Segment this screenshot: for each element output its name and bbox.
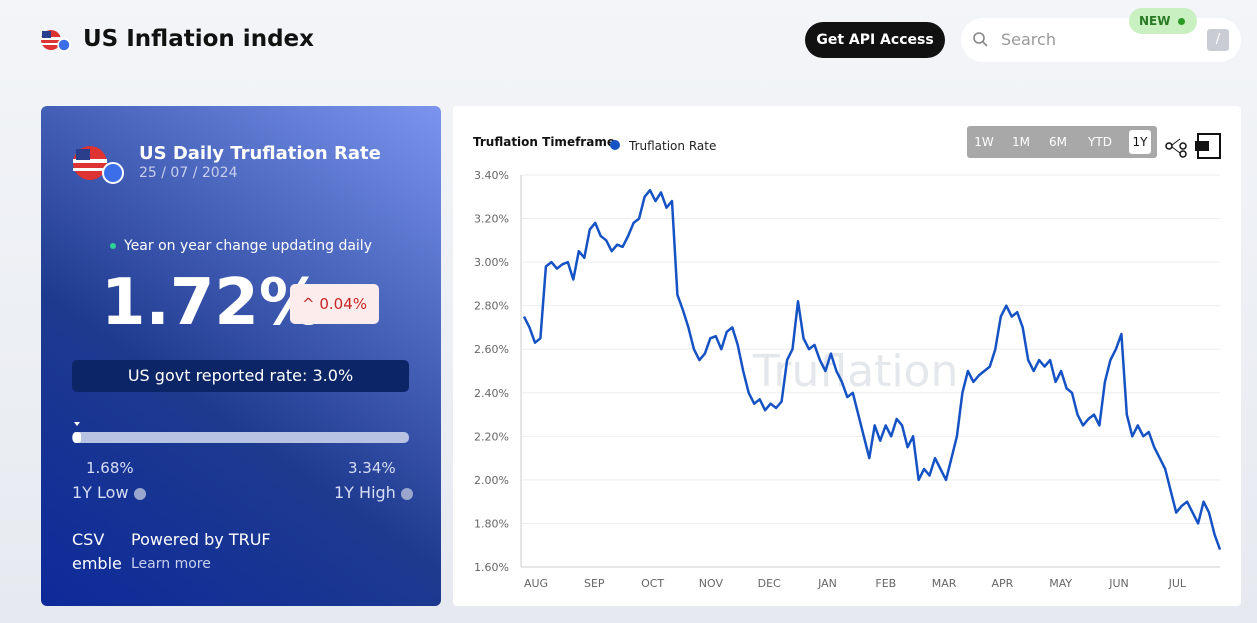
x-tick-label: JUN	[1108, 577, 1129, 590]
x-tick-label: JAN	[817, 577, 837, 590]
change-text: 0.04%	[319, 295, 367, 313]
legend-dot	[610, 140, 620, 150]
csv-icon[interactable]	[1195, 133, 1221, 159]
card-date: 25 / 07 / 2024	[139, 165, 238, 181]
change-badge: ^ 0.04%	[290, 284, 379, 324]
y-tick-label: 1.80%	[474, 517, 509, 530]
low-label-text: 1Y Low	[72, 483, 129, 502]
search-placeholder: Search	[1001, 30, 1056, 49]
new-badge: NEW	[1129, 8, 1197, 34]
x-tick-label: DEC	[758, 577, 781, 590]
status: Year on year change updating daily	[41, 238, 441, 254]
shortcut-key: /	[1207, 29, 1229, 51]
powered-by: Powered by TRUF	[131, 530, 271, 549]
timeframe-active	[1129, 130, 1151, 154]
x-tick-label: OCT	[641, 577, 664, 590]
x-tick-label: MAR	[932, 577, 957, 590]
status-text: Year on year change updating daily	[124, 238, 372, 254]
high-label: 1Y High	[334, 483, 413, 502]
legend-label: Truflation Rate	[628, 139, 716, 153]
y-tick-label: 2.20%	[474, 430, 509, 443]
high-value: 3.34%	[348, 459, 396, 477]
logo	[40, 28, 72, 52]
learn-more[interactable]: Learn more	[131, 556, 211, 572]
timeframe-button[interactable]: 1W	[974, 135, 994, 149]
api-button[interactable]: Get API Access	[805, 22, 945, 58]
low-label: 1Y Low	[72, 483, 146, 502]
x-tick-label: AUG	[524, 577, 548, 590]
share-icon[interactable]	[1165, 138, 1187, 158]
rate: 1.72%	[101, 266, 324, 340]
card-title: US Daily Truflation Rate	[139, 143, 381, 164]
search-box[interactable]: Search NEW /	[961, 8, 1241, 62]
govt-rate: US govt reported rate: 3.0%	[72, 360, 409, 392]
timeframe-bar	[967, 126, 1157, 158]
timeframe-button[interactable]: YTD	[1087, 135, 1112, 149]
low-value: 1.68%	[86, 459, 134, 477]
rate-card: US Daily Truflation Rate 25 / 07 / 2024 …	[41, 106, 441, 606]
y-tick-label: 3.20%	[474, 213, 509, 226]
y-tick-label: 3.00%	[474, 256, 509, 269]
y-tick-label: 2.60%	[474, 343, 509, 356]
x-tick-label: JUL	[1168, 577, 1187, 590]
timeframe-button[interactable]: 6M	[1049, 135, 1067, 149]
x-tick-label: APR	[991, 577, 1013, 590]
csv-image: CSV emblem	[72, 530, 122, 573]
timeframe-button[interactable]: 1M	[1012, 135, 1030, 149]
badge-text: NEW	[1139, 14, 1171, 28]
range-bar	[72, 422, 409, 443]
x-tick-label: NOV	[699, 577, 724, 590]
chart-panel	[453, 106, 1241, 606]
y-tick-label: 3.40%	[474, 169, 509, 182]
timeframe-button[interactable]: 1Y	[1133, 135, 1149, 149]
y-tick-label: 2.40%	[474, 387, 509, 400]
y-tick-label: 2.00%	[474, 474, 509, 487]
y-tick-label: 1.60%	[474, 561, 509, 574]
high-label-text: 1Y High	[334, 483, 396, 502]
chart: Truflation Timeframe Truflation Rate Tru…	[473, 126, 1222, 590]
page-title: US Inflation index	[83, 26, 314, 52]
chart-title: Truflation Timeframe	[473, 135, 615, 149]
x-tick-label: FEB	[875, 577, 896, 590]
x-tick-label: MAY	[1049, 577, 1072, 590]
line	[522, 188, 1222, 551]
y-tick-label: 2.80%	[474, 300, 509, 313]
x-tick-label: SEP	[584, 577, 605, 590]
